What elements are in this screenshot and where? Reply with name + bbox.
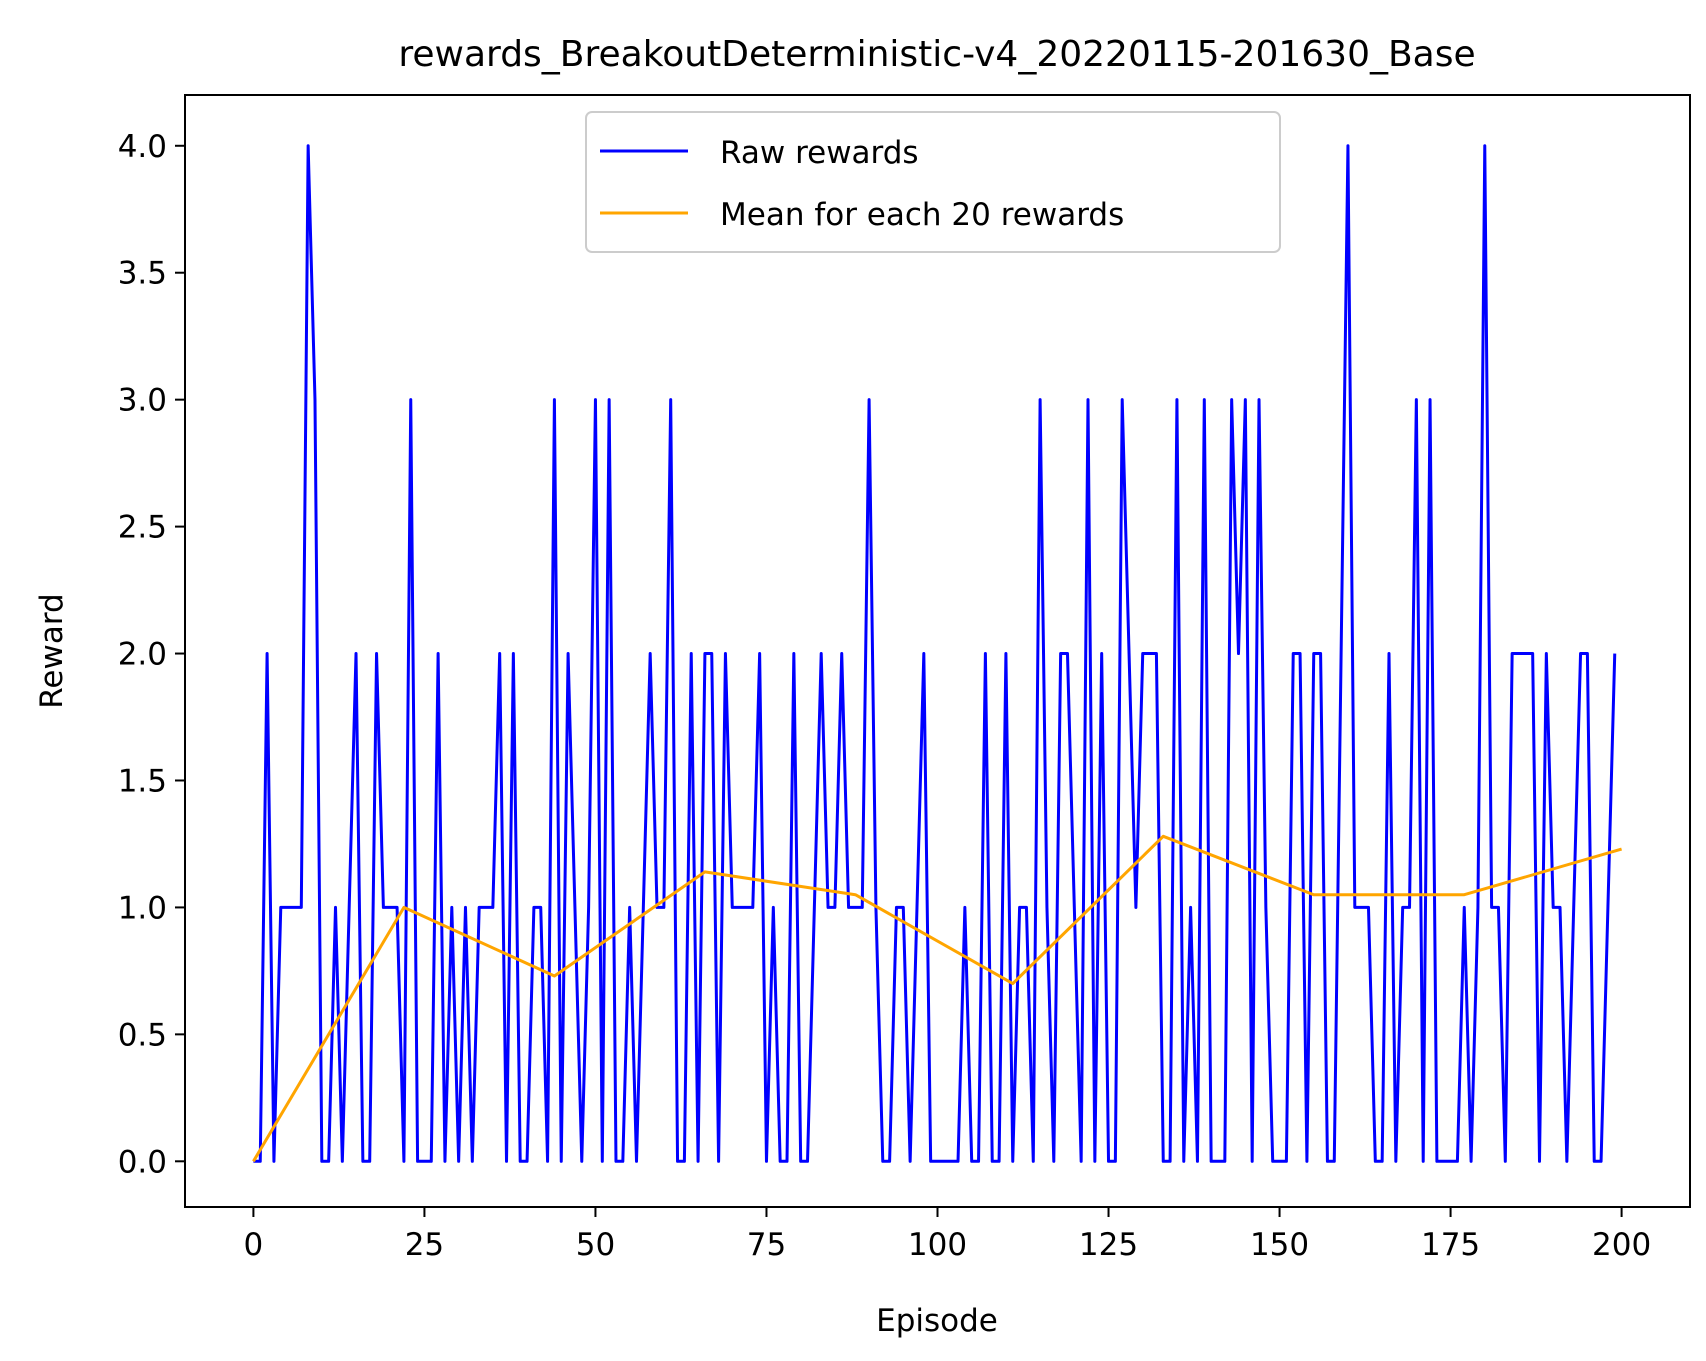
x-tick-label: 200 [1592,1227,1651,1263]
x-tick-label: 75 [747,1227,786,1263]
legend: Raw rewards Mean for each 20 rewards [585,111,1281,253]
x-tick-label: 50 [576,1227,615,1263]
y-axis: 0.0 0.5 1.0 1.5 2.0 2.5 3.0 3.5 4.0 [118,129,185,1180]
y-tick-label: 3.5 [118,256,167,292]
y-axis-label: Reward [34,593,70,708]
y-tick-label: 1.5 [118,763,167,799]
x-tick-label: 175 [1421,1227,1480,1263]
y-tick-label: 0.5 [118,1017,167,1053]
x-axis-label: Episode [876,1303,998,1339]
legend-box [585,111,1281,253]
y-tick-label: 4.0 [118,129,167,165]
y-tick-label: 2.5 [118,510,167,546]
y-tick-label: 3.0 [118,383,167,419]
plot-frame [184,94,1691,1208]
legend-label-raw-rewards: Raw rewards [720,135,919,171]
plot-area [252,144,1623,1163]
chart-title: rewards_BreakoutDeterministic-v4_2022011… [398,34,1475,75]
y-tick-label: 0.0 [118,1144,167,1180]
x-tick-label: 150 [1250,1227,1309,1263]
legend-label-mean-rewards: Mean for each 20 rewards [720,197,1124,233]
y-tick-label: 2.0 [118,637,167,673]
x-tick-label: 100 [908,1227,967,1263]
y-tick-label: 1.0 [118,890,167,926]
x-axis: 0 25 50 75 100 125 150 175 200 [244,1207,1651,1263]
x-tick-label: 25 [405,1227,444,1263]
series-line-mean-rewards [252,834,1623,1163]
x-tick-label: 125 [1079,1227,1138,1263]
x-tick-label: 0 [244,1227,264,1263]
series-line-raw-rewards [253,144,1617,1163]
